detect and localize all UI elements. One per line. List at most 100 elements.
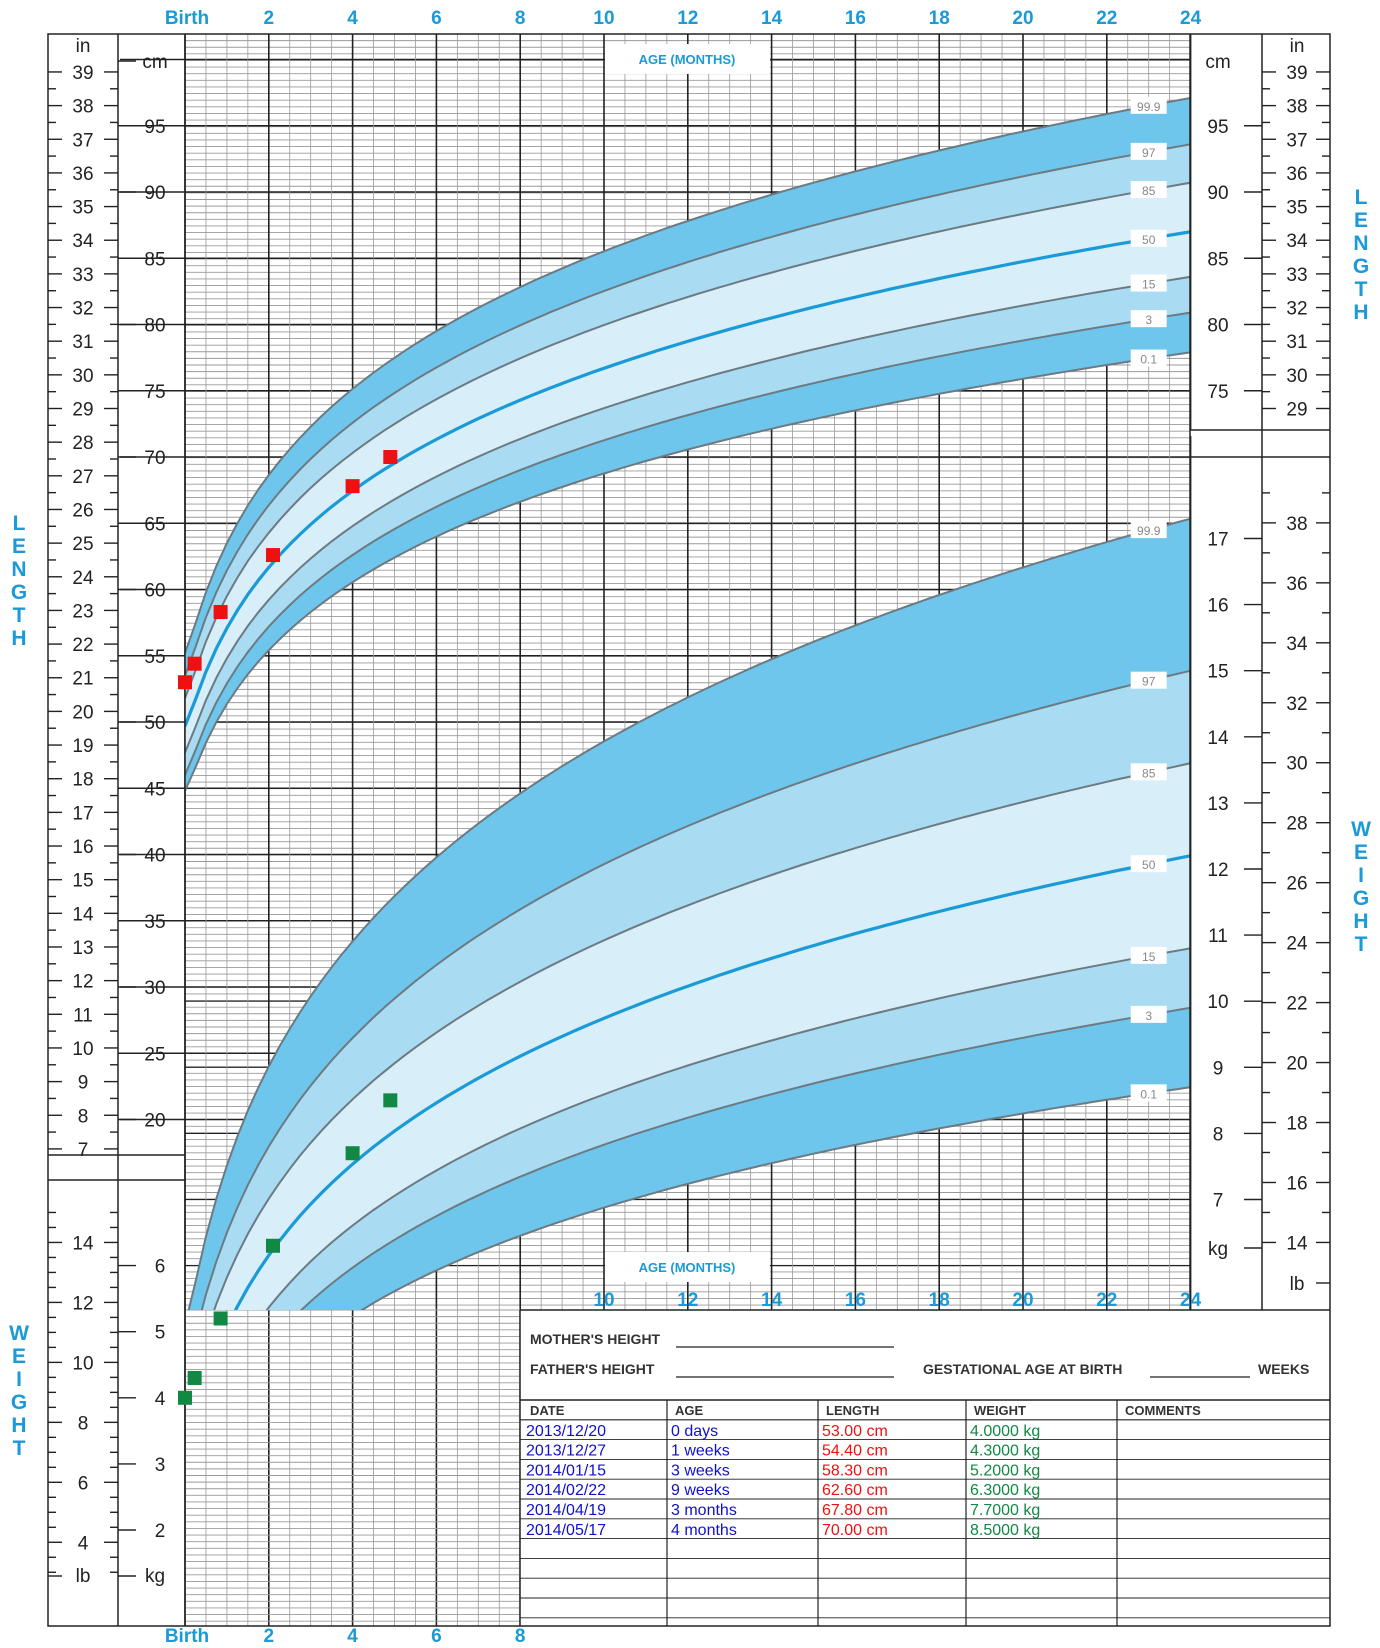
weight-curve-0.1 [360, 1086, 1190, 1310]
weight-kg-tick-right-11: 11 [1208, 926, 1228, 947]
weight-vertical-label-right: I [1358, 864, 1364, 887]
weight-vertical-label-right: T [1355, 933, 1368, 956]
x-tick-top-22: 22 [1096, 8, 1117, 29]
length-in-tick-right-31: 31 [1286, 332, 1307, 353]
length-pct-label-99.9: 99.9 [1137, 100, 1161, 114]
length-band [185, 231, 1190, 753]
table-header-comments: COMMENTS [1125, 1403, 1201, 1418]
x-tick-top-4: 4 [347, 8, 358, 29]
length-vertical-label-right: L [1355, 186, 1368, 209]
table-header-weight: WEIGHT [974, 1403, 1026, 1418]
weight-vertical-label-left: I [16, 1368, 22, 1391]
x-tick-bottom-Birth: Birth [165, 1626, 209, 1647]
length-cm-tick-55: 55 [144, 647, 165, 668]
x-tick-mid-18: 18 [929, 1290, 950, 1311]
x-tick-mid-12: 12 [677, 1290, 698, 1311]
weight-kg-tick-right-12: 12 [1207, 860, 1228, 881]
length-curve-15 [185, 275, 1190, 753]
x-tick-top-6: 6 [431, 8, 442, 29]
weight-pct-box [1130, 946, 1167, 964]
length-in-tick-8: 8 [78, 1106, 89, 1127]
length-in-tick-33: 33 [72, 265, 93, 286]
length-point-0 [178, 675, 192, 690]
weight-pct-box [1130, 1084, 1167, 1102]
weight-band [188, 518, 1190, 1310]
length-in-tick-31: 31 [72, 332, 93, 353]
weight-lb-tick-right-26: 26 [1286, 874, 1307, 895]
length-vertical-label-right: T [1355, 278, 1368, 301]
length-cm-tick-30: 30 [144, 978, 165, 999]
table-cell-length: 70.00 cm [822, 1522, 888, 1539]
length-cm-unit-left: cm [142, 52, 167, 73]
mothers-height-label: MOTHER'S HEIGHT [530, 1331, 661, 1347]
length-cm-tick-65: 65 [144, 514, 165, 535]
weight-pct-box [1130, 1005, 1167, 1023]
table-cell-weight: 7.7000 kg [970, 1502, 1040, 1519]
weight-kg-tick-right-15: 15 [1207, 662, 1228, 683]
gap [1190, 430, 1330, 436]
weight-kg-tick-right-17: 17 [1207, 530, 1228, 551]
weight-pct-box [1130, 855, 1167, 873]
weight-vertical-label-left: G [11, 1391, 27, 1414]
x-tick-mid-16: 16 [845, 1290, 866, 1311]
length-cm-tick-80: 80 [144, 316, 165, 337]
length-in-tick-18: 18 [72, 770, 93, 791]
length-in-tick-24: 24 [72, 568, 94, 589]
length-pct-box [1130, 96, 1167, 114]
table-header-age: AGE [675, 1403, 704, 1418]
length-cm-tick-right-90: 90 [1207, 183, 1228, 204]
weight-kg-tick-4: 4 [155, 1389, 166, 1410]
weight-kg-tick-5: 5 [155, 1323, 166, 1344]
weight-curve-99.9 [187, 517, 1190, 1310]
percentile-labels: 99.9 97 85 50 15 3 0.1 99.9 97 85 50 15 3 0.1 [1130, 96, 1167, 1102]
length-pct-box [1130, 349, 1167, 367]
weight-lb-tick-right-32: 32 [1286, 694, 1307, 715]
x-tick-mid-22: 22 [1096, 1290, 1117, 1311]
weight-lb-tick-12: 12 [72, 1293, 93, 1314]
length-in-tick-right-32: 32 [1286, 299, 1307, 320]
length-pct-box [1130, 274, 1167, 292]
length-point-3 [265, 548, 280, 563]
length-in-tick-right-38: 38 [1286, 97, 1307, 118]
length-cm-tick-25: 25 [144, 1044, 165, 1065]
length-curve-99.9 [185, 96, 1190, 654]
weight-kg-tick-right-8: 8 [1213, 1124, 1224, 1145]
length-in-tick-38: 38 [72, 97, 93, 118]
length-cm-tick-35: 35 [144, 912, 165, 933]
length-vertical-label-right: E [1354, 209, 1368, 232]
table-cell-date: 2014/05/17 [526, 1522, 606, 1539]
length-vertical-label-left: H [11, 627, 26, 650]
weight-pct-label-85: 85 [1142, 766, 1156, 780]
length-point-5 [383, 450, 398, 464]
measurement-markers [178, 450, 398, 1405]
table-cell-age: 4 months [671, 1522, 737, 1539]
length-in-tick-right-33: 33 [1286, 265, 1307, 286]
weight-curve-15 [265, 947, 1190, 1310]
weight-band [266, 948, 1190, 1310]
length-cm-tick-45: 45 [144, 779, 165, 800]
table-cell-date: 2013/12/27 [526, 1443, 606, 1460]
length-in-tick-13: 13 [72, 938, 93, 959]
length-pct-label-0.1: 0.1 [1140, 353, 1157, 367]
x-tick-bottom-6: 6 [431, 1626, 442, 1647]
weight-kg-tick-right-13: 13 [1207, 794, 1228, 815]
weight-pct-box [1130, 763, 1167, 781]
weight-kg-tick-right-16: 16 [1207, 596, 1228, 617]
weight-lb-tick-10: 10 [72, 1353, 93, 1374]
length-point-4 [345, 479, 360, 494]
length-pct-box [1130, 181, 1167, 199]
weight-kg-unit-left: kg [145, 1566, 165, 1587]
weight-lb-tick-right-22: 22 [1286, 994, 1307, 1015]
length-in-tick-17: 17 [72, 803, 93, 824]
weight-lb-tick-right-36: 36 [1286, 574, 1307, 595]
length-pct-label-97: 97 [1142, 146, 1156, 160]
weight-pct-box [1130, 521, 1167, 539]
length-vertical-label-right: N [1353, 232, 1368, 255]
length-pct-label-85: 85 [1142, 184, 1156, 198]
x-tick-top-Birth: Birth [165, 8, 209, 29]
x-tick-bottom-8: 8 [515, 1626, 526, 1647]
record-form: MOTHER'S HEIGHT FATHER'S HEIGHT GESTATIONA… [520, 1331, 1330, 1626]
weight-curve-50 [233, 854, 1190, 1310]
weight-vertical-label-left: H [11, 1414, 26, 1437]
